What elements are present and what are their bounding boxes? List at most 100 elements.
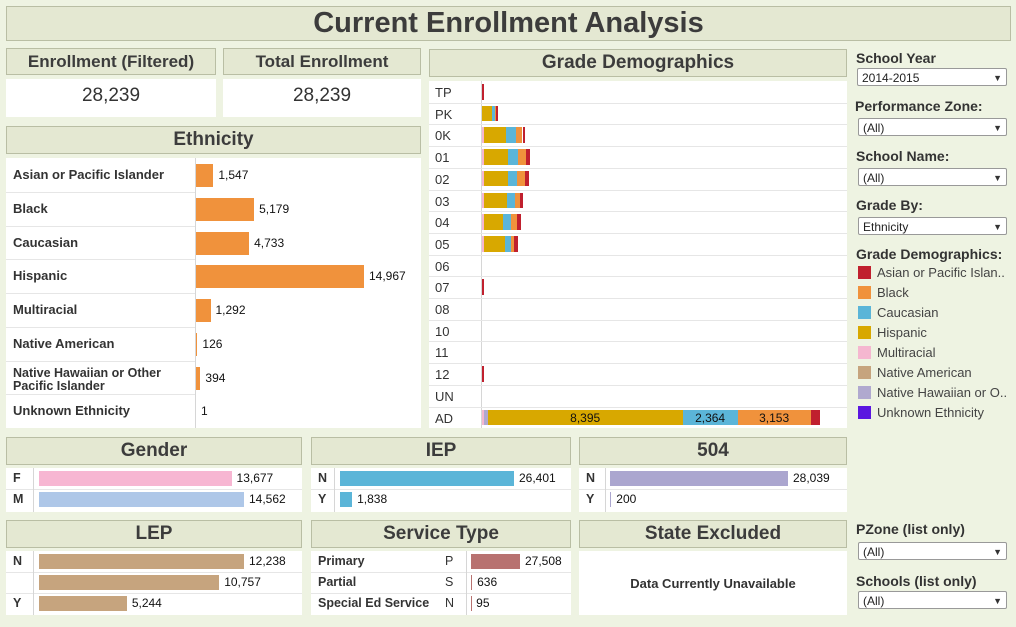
s504-label: N	[586, 471, 596, 485]
grade-segment-bar	[503, 214, 511, 230]
gender-bar	[39, 471, 232, 486]
lep-value: 10,757	[224, 575, 261, 589]
ethnicity-label: Unknown Ethnicity	[13, 403, 130, 419]
ethnicity-value: 1,292	[215, 303, 246, 317]
gender-axis	[33, 468, 34, 512]
grade-segment-bar	[517, 214, 521, 230]
row-divider	[311, 593, 571, 594]
school-year-value: 2014-2015	[862, 71, 920, 85]
gender-label: M	[13, 492, 24, 506]
grade-label: 04	[435, 215, 450, 231]
page-title: Current Enrollment Analysis	[6, 6, 1011, 41]
row-divider	[429, 254, 847, 256]
grade-label: 06	[435, 258, 450, 274]
grade-by-dropdown[interactable]: Ethnicity ▼	[858, 217, 1007, 235]
ethnicity-bar	[196, 197, 255, 221]
legend-swatch	[858, 286, 871, 299]
ethnicity-label: Asian or Pacific Islander	[13, 167, 165, 182]
grade-segment-bar	[514, 235, 518, 252]
ethnicity-bar	[196, 299, 211, 322]
schools-value: (All)	[863, 594, 885, 608]
gender-label: F	[13, 471, 21, 485]
grade-demographics-header: Grade Demographics	[429, 49, 847, 77]
iep-value: 1,838	[357, 492, 388, 506]
s504-value: 200	[616, 492, 637, 506]
service_type-bar	[471, 554, 520, 569]
chevron-down-icon: ▼	[993, 173, 1002, 183]
grade-demographics-chart: TP PK 0K 01 02 03 04 05 06 07 08 10 11 12 UN AD 8,395 2,3…	[429, 81, 847, 428]
row-divider	[6, 360, 195, 362]
lep-bar	[39, 554, 244, 569]
chevron-down-icon: ▼	[993, 123, 1002, 133]
service_type-value: 27,508	[525, 554, 562, 568]
ethnicity-chart: Asian or Pacific Islander 1,547 Black 5,179…	[6, 158, 421, 428]
lep-chart: N 12,238 10,757 Y 5,244	[6, 551, 302, 615]
service-type-chart: Primary P 27,508 Partial S 636 Special Ed Serv…	[311, 551, 571, 615]
legend-item-label: Native Hawaiian or O..	[877, 385, 1008, 400]
legend-item-label: Hispanic	[877, 325, 927, 340]
chevron-down-icon: ▼	[993, 547, 1002, 557]
legend-swatch	[858, 366, 871, 379]
grade-segment-bar	[507, 192, 516, 209]
grade-segment-bar	[482, 84, 484, 100]
enrollment-filtered-header: Enrollment (Filtered)	[6, 48, 216, 75]
chevron-down-icon: ▼	[993, 222, 1002, 232]
ethnicity-bar	[196, 332, 198, 356]
ethnicity-value: 14,967	[369, 269, 406, 284]
total-enrollment-header: Total Enrollment	[223, 48, 421, 75]
service_type-label: Special Ed Service	[318, 596, 430, 610]
school-year-dropdown[interactable]: 2014-2015 ▼	[857, 68, 1007, 86]
legend-title: Grade Demographics:	[856, 246, 1003, 262]
performance-zone-label: Performance Zone:	[855, 98, 983, 114]
school-name-value: (All)	[863, 171, 885, 185]
total-enrollment-panel: 28,239	[223, 79, 421, 117]
service_type-label: Partial	[318, 575, 357, 589]
grade-segment-bar	[505, 235, 512, 252]
grade-segment-bar	[515, 127, 523, 144]
row-divider	[311, 489, 571, 490]
service_type-code: N	[445, 596, 455, 610]
row-divider	[429, 298, 847, 299]
ethnicity-bar	[196, 164, 214, 187]
total-enrollment-value: 28,239	[292, 85, 352, 106]
grade-segment-bar	[484, 409, 488, 426]
gender-header: Gender	[6, 437, 302, 465]
row-divider	[579, 489, 847, 490]
lep-value: 12,238	[249, 554, 286, 568]
ethnicity-label: Native American	[13, 335, 115, 351]
grade-segment-bar	[682, 409, 738, 426]
school-name-label: School Name:	[856, 148, 950, 164]
ethnicity-value: 4,733	[254, 235, 285, 250]
grade-segment-bar	[487, 409, 683, 426]
school-name-dropdown[interactable]: (All) ▼	[858, 168, 1007, 186]
ethnicity-bar	[196, 265, 364, 289]
schools-dropdown[interactable]: (All) ▼	[858, 591, 1007, 609]
row-divider	[6, 326, 195, 328]
state-excluded-header: State Excluded	[579, 520, 847, 548]
row-divider	[429, 102, 847, 104]
grade-segment-value: 8,395	[570, 410, 601, 425]
grade-segment-value: 3,153	[759, 410, 790, 425]
row-divider	[429, 319, 847, 321]
grade-segment-bar	[483, 149, 509, 165]
grade-label: 10	[435, 323, 450, 339]
grade-segment-bar	[482, 170, 484, 187]
row-divider	[6, 225, 195, 227]
grade-label: 11	[435, 345, 449, 361]
grade-segment-bar	[482, 409, 485, 426]
lep-header: LEP	[6, 520, 302, 548]
grade-label: 01	[435, 150, 450, 166]
row-divider	[429, 363, 847, 365]
grade-segment-bar	[510, 214, 518, 230]
iep-bar	[340, 471, 514, 486]
row-divider	[429, 406, 847, 408]
ethnicity-label: Black	[13, 200, 48, 216]
legend-item-label: Native American	[877, 365, 972, 380]
legend-swatch	[858, 326, 871, 339]
gender-chart: F 13,677 M 14,562	[6, 468, 302, 512]
performance-zone-dropdown[interactable]: (All) ▼	[858, 118, 1007, 136]
pzone-dropdown[interactable]: (All) ▼	[858, 542, 1007, 560]
lep-bar	[39, 575, 220, 590]
row-divider	[6, 572, 302, 573]
row-divider	[429, 384, 847, 386]
